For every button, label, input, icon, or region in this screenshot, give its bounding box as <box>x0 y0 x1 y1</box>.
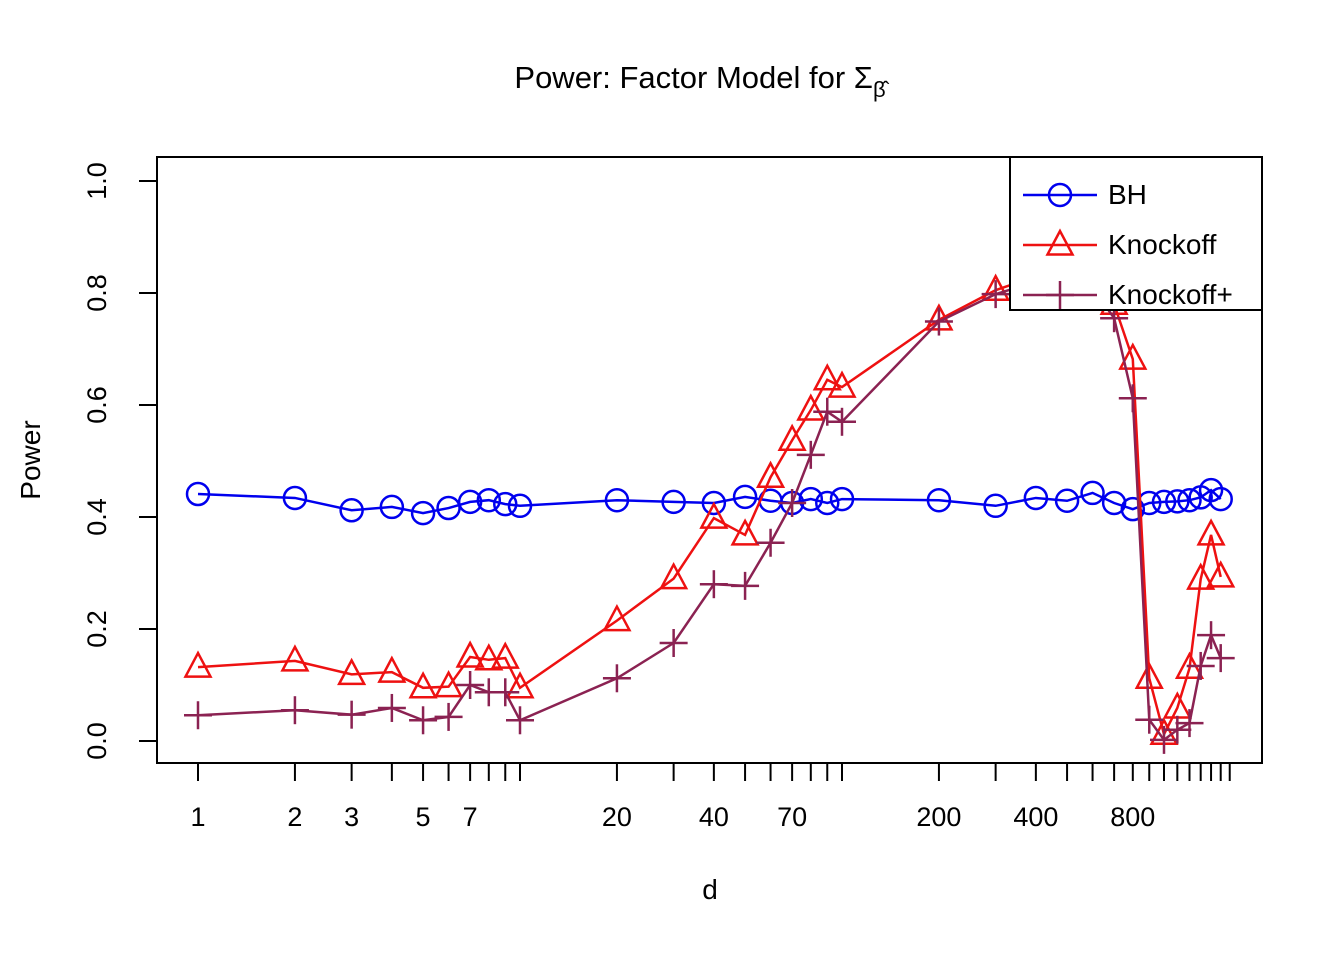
data-point-triangle <box>377 655 407 683</box>
data-point-circle <box>410 500 436 526</box>
data-point-triangle <box>455 640 485 668</box>
series-line <box>197 263 1222 738</box>
data-point-circle <box>815 490 840 516</box>
data-point-triangle <box>337 657 367 686</box>
x-tick-label: 5 <box>416 802 431 832</box>
data-point-circle <box>798 486 824 512</box>
y-tick-label: 0.2 <box>82 610 112 648</box>
data-point-circle <box>1151 489 1177 515</box>
y-tick-label: 0.6 <box>82 386 112 424</box>
data-point-triangle <box>812 363 842 391</box>
data-point-triangle <box>433 670 464 698</box>
series-bh <box>185 477 1233 526</box>
data-point-circle <box>185 481 211 507</box>
x-tick-label: 3 <box>344 802 359 832</box>
y-tick-label: 0.4 <box>82 498 112 536</box>
data-point-circle <box>457 489 483 515</box>
data-point-circle <box>829 486 855 512</box>
data-point-circle <box>1047 182 1073 208</box>
x-tick-label: 400 <box>1013 802 1058 832</box>
x-tick-label: 1 <box>190 802 205 832</box>
data-point-circle <box>701 490 727 516</box>
legend-box <box>1009 156 1263 311</box>
data-point-triangle <box>777 423 807 452</box>
x-axis-title: d <box>702 874 718 905</box>
data-point-triangle <box>602 603 632 632</box>
data-point-circle <box>339 498 364 523</box>
x-axis: 1 2 3 5 7 20 40 70 200 400 800 d <box>190 763 1231 905</box>
data-point-circle <box>282 485 308 511</box>
x-tick-label: 70 <box>777 802 807 832</box>
data-point-triangle <box>1206 560 1236 588</box>
x-tick-label: 800 <box>1110 802 1155 832</box>
y-tick-label: 0.0 <box>82 722 112 760</box>
data-point-triangle <box>659 561 689 590</box>
legend-label: BH <box>1108 179 1147 210</box>
data-point-triangle <box>474 643 504 671</box>
data-point-triangle <box>699 501 729 529</box>
data-point-circle <box>1120 496 1146 522</box>
data-point-circle <box>1054 488 1080 514</box>
x-tick-label: 2 <box>287 802 302 832</box>
data-point-circle <box>1208 486 1233 512</box>
data-point-triangle <box>408 671 438 699</box>
data-point-triangle <box>1196 518 1226 546</box>
data-point-circle <box>476 487 502 513</box>
x-tick-label: 20 <box>602 802 632 832</box>
data-point-triangle <box>490 641 520 669</box>
plot-border <box>156 156 1263 764</box>
data-point-circle <box>661 489 686 515</box>
data-point-triangle <box>1134 661 1164 690</box>
data-point-circle <box>493 491 518 517</box>
data-point-triangle <box>755 460 786 488</box>
legend-label: Knockoff+ <box>1108 279 1233 310</box>
data-point-triangle <box>183 650 213 678</box>
data-point-circle <box>732 484 758 510</box>
data-point-circle <box>604 487 630 513</box>
y-tick-label: 0.8 <box>82 274 112 312</box>
data-point-triangle <box>1045 228 1075 256</box>
legend: BH Knockoff Knockoff+ <box>1009 156 1263 311</box>
legend-label: Knockoff <box>1108 229 1217 260</box>
x-tick-label: 200 <box>916 802 961 832</box>
y-axis-title: Power <box>15 420 46 499</box>
data-point-triangle <box>827 370 857 398</box>
data-point-circle <box>1080 480 1105 506</box>
chart-title: Power: Factor Model for Σβ̂ <box>514 60 889 102</box>
data-point-triangle <box>505 671 535 699</box>
data-point-triangle <box>796 393 826 421</box>
x-tick-label: 7 <box>463 802 478 832</box>
data-point-triangle <box>280 644 310 672</box>
data-point-circle <box>926 487 952 513</box>
data-point-circle <box>1165 489 1190 514</box>
series-line <box>197 269 1222 742</box>
data-point-triangle <box>1186 562 1216 590</box>
y-axis: 0.0 0.2 0.4 0.6 0.8 1.0 Power <box>15 162 157 760</box>
x-tick-label: 40 <box>699 802 729 832</box>
data-point-circle <box>507 493 533 519</box>
data-point-circle <box>1023 485 1049 511</box>
data-point-triangle <box>1118 342 1148 370</box>
data-point-triangle <box>730 518 760 546</box>
data-point-circle <box>1177 487 1202 513</box>
data-point-circle <box>983 493 1008 519</box>
data-point-circle <box>379 494 405 520</box>
y-tick-label: 1.0 <box>82 162 112 200</box>
series-knockoff-plus <box>184 256 1235 754</box>
